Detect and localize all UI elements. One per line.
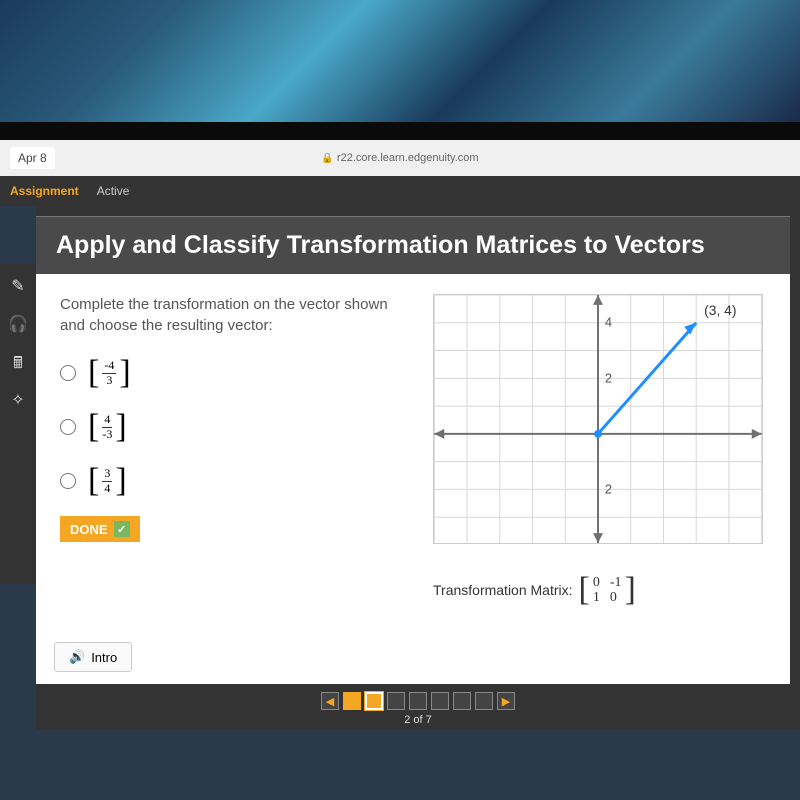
vector-origin-point xyxy=(594,430,602,438)
y-tick-2: 2 xyxy=(605,370,612,385)
speaker-icon: 🔊 xyxy=(69,649,85,665)
progress-tile[interactable] xyxy=(387,692,405,710)
choice-option[interactable]: 4-3 xyxy=(60,408,413,446)
tool-rail: ✎ 🎧 🖩 ✧ xyxy=(0,264,36,584)
headphone-icon[interactable]: 🎧 xyxy=(8,314,28,334)
done-button[interactable]: DONE ✓ xyxy=(60,516,140,542)
vector-choice-1: -43 xyxy=(88,354,131,392)
vector-choice-3: 34 xyxy=(88,462,127,500)
tab-assignment[interactable]: Assignment xyxy=(10,184,79,198)
browser-tab[interactable]: Apr 8 xyxy=(10,147,55,169)
y-tick-4: 4 xyxy=(605,315,612,330)
progress-tile[interactable] xyxy=(365,692,383,710)
prev-arrow[interactable]: ◀ xyxy=(321,692,339,710)
progress-label: 2 of 7 xyxy=(404,714,432,726)
next-arrow[interactable]: ▶ xyxy=(497,692,515,710)
progress-tile[interactable] xyxy=(453,692,471,710)
progress-tile[interactable] xyxy=(431,692,449,710)
progress-tile[interactable] xyxy=(409,692,427,710)
check-icon: ✓ xyxy=(114,521,130,537)
transformation-matrix-row: Transformation Matrix: 0-1 10 xyxy=(433,571,786,609)
intro-button[interactable]: 🔊 Intro xyxy=(54,642,132,672)
lesson-tab-strip: Assignment Active xyxy=(0,176,800,206)
coordinate-graph: 4 2 2 (3, 4) xyxy=(433,294,763,544)
point-label: (3, 4) xyxy=(704,302,736,318)
browser-url: 🔒 r22.core.learn.edgenuity.com xyxy=(321,152,478,164)
choice-option[interactable]: -43 xyxy=(60,354,413,392)
tab-active[interactable]: Active xyxy=(97,184,130,198)
radio-choice-2[interactable] xyxy=(60,419,76,435)
photo-background xyxy=(0,0,800,140)
progress-bar: ◀ ▶ 2 of 7 xyxy=(36,684,800,730)
prompt-text: Complete the transformation on the vecto… xyxy=(60,294,413,336)
progress-tile[interactable] xyxy=(475,692,493,710)
radio-choice-3[interactable] xyxy=(60,473,76,489)
radio-choice-1[interactable] xyxy=(60,365,76,381)
y-tick-neg2: 2 xyxy=(605,481,612,496)
content-panel: Complete the transformation on the vecto… xyxy=(36,274,790,684)
highlighter-icon[interactable]: ✧ xyxy=(8,390,28,410)
choice-option[interactable]: 34 xyxy=(60,462,413,500)
lesson-title: Apply and Classify Transformation Matric… xyxy=(36,216,790,274)
vector-choice-2: 4-3 xyxy=(88,408,127,446)
writing-icon[interactable]: ✎ xyxy=(8,276,28,296)
browser-chrome: Apr 8 🔒 r22.core.learn.edgenuity.com xyxy=(0,140,800,176)
progress-tile[interactable] xyxy=(343,692,361,710)
calculator-icon[interactable]: 🖩 xyxy=(8,352,28,372)
